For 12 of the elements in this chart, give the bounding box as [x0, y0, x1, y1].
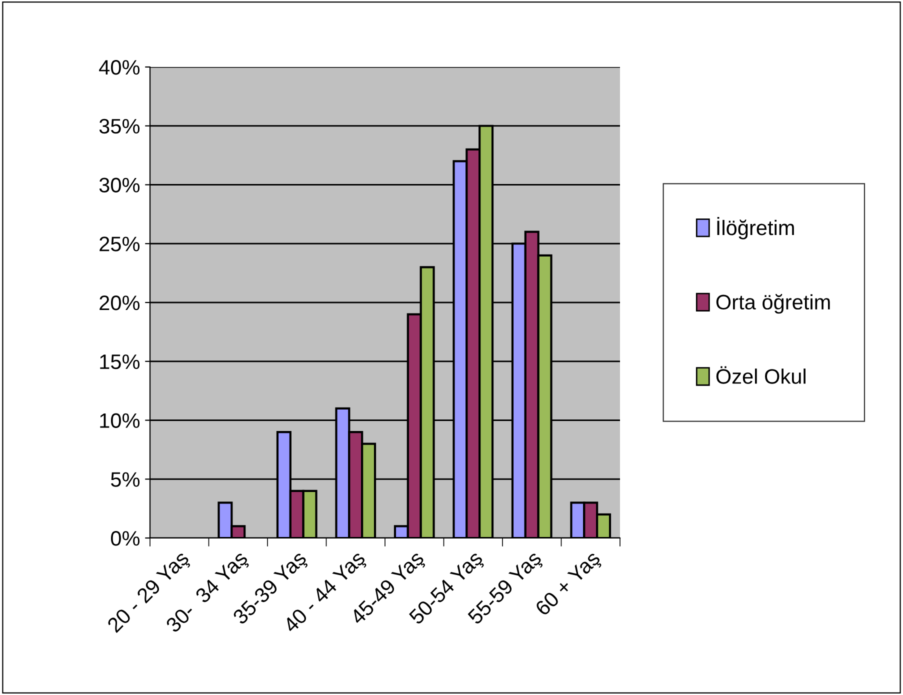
y-tick-label: 35% — [99, 118, 140, 134]
legend-label: İlöğretim — [717, 217, 794, 240]
y-tick-label: 20% — [100, 296, 140, 310]
legend-label: Özel Okul — [716, 366, 806, 384]
y-tick-label: 25% — [100, 236, 140, 252]
y-tick-label: 10% — [100, 413, 140, 428]
y-tick-label: 40% — [99, 60, 140, 75]
legend-label: Orta öğretim — [716, 294, 830, 314]
y-tick-label: 0% — [110, 531, 140, 546]
y-tick-label: 15% — [100, 354, 140, 370]
y-tick-label: 30% — [99, 178, 140, 193]
y-tick-label: 5% — [111, 472, 140, 487]
